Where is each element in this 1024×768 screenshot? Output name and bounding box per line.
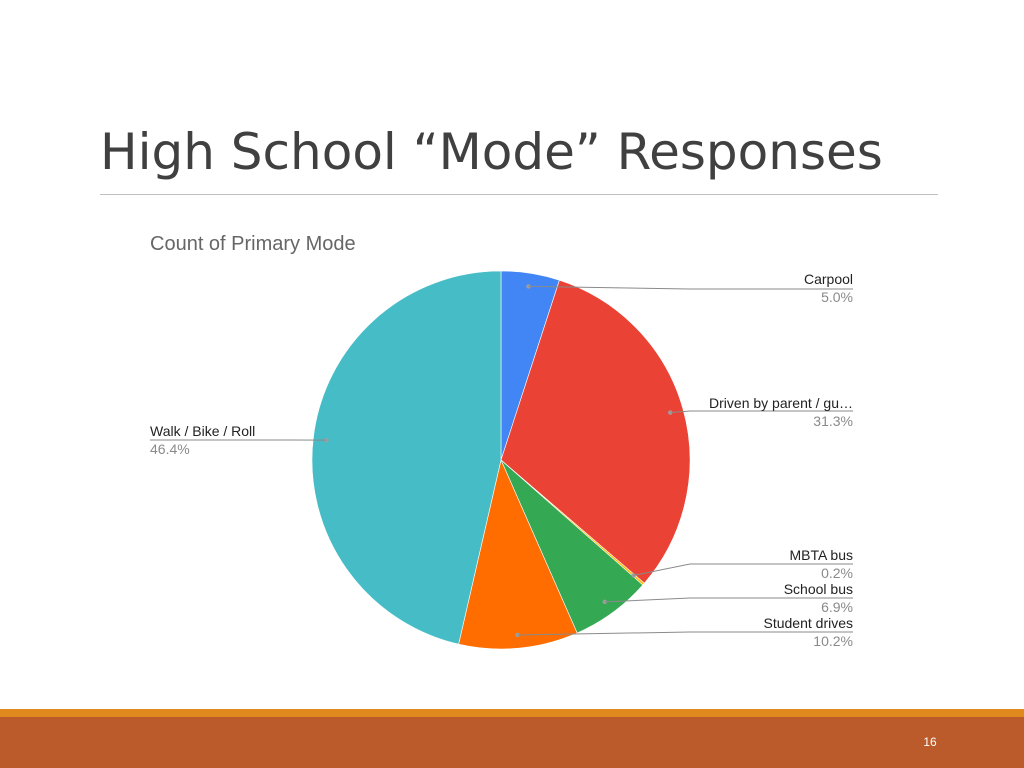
slice-percent-label: 10.2% bbox=[813, 633, 853, 649]
pie-slice-driven-by-parent-guardian bbox=[500, 279, 691, 584]
footer-accent-line bbox=[0, 709, 1024, 717]
slice-percent-label: 0.2% bbox=[821, 565, 853, 581]
pie-slice-walk-bike-roll bbox=[311, 270, 502, 645]
leader-line bbox=[604, 597, 853, 603]
leader-line bbox=[528, 285, 853, 290]
pie-slice-student-drives bbox=[458, 459, 578, 650]
slice-label: School bus bbox=[784, 581, 853, 597]
slice-percent-label: 6.9% bbox=[821, 599, 853, 615]
slide-title: High School “Mode” Responses bbox=[100, 123, 883, 181]
slice-label: Walk / Bike / Roll bbox=[150, 423, 255, 439]
slice-label: Student drives bbox=[764, 615, 854, 631]
slice-percent-label: 5.0% bbox=[821, 289, 853, 305]
pie-slices bbox=[311, 270, 691, 650]
leader-line bbox=[670, 410, 853, 414]
title-divider bbox=[100, 194, 938, 195]
slice-label: Carpool bbox=[804, 271, 853, 287]
slice-label: Driven by parent / gu… bbox=[709, 395, 853, 411]
chart-title: Count of Primary Mode bbox=[150, 233, 356, 255]
leader-line bbox=[633, 563, 853, 576]
leader-dot bbox=[526, 284, 531, 289]
page-number: 16 bbox=[923, 735, 937, 749]
footer-bar bbox=[0, 717, 1024, 768]
slice-percent-label: 31.3% bbox=[813, 413, 853, 429]
slice-percent-label: 46.4% bbox=[150, 441, 190, 457]
pie-labels: Carpool 5.0% Driven by parent / gu… 31.3% MB… bbox=[150, 271, 853, 649]
pie-chart: Count of Primary Mode Carpool 5.0% Driven … bbox=[150, 233, 853, 650]
slice-label: MBTA bus bbox=[789, 547, 853, 563]
leader-line bbox=[517, 631, 853, 636]
